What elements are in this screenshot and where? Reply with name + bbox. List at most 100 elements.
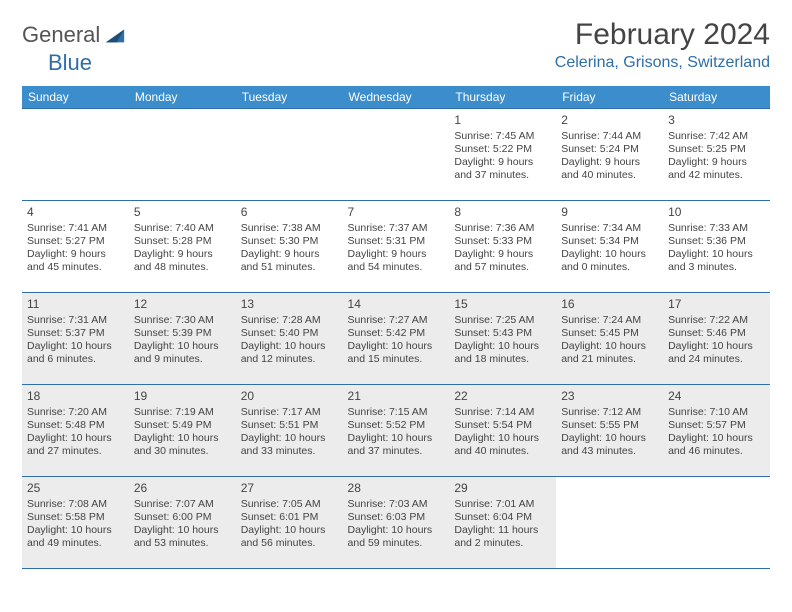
daylight-text: and 12 minutes. <box>241 353 338 366</box>
calendar-day-cell: 16Sunrise: 7:24 AMSunset: 5:45 PMDayligh… <box>556 293 663 385</box>
day-number: 13 <box>241 297 338 312</box>
sunrise-text: Sunrise: 7:01 AM <box>454 498 551 511</box>
daylight-text: Daylight: 9 hours <box>27 248 124 261</box>
calendar-day-cell: 21Sunrise: 7:15 AMSunset: 5:52 PMDayligh… <box>343 385 450 477</box>
calendar-day-cell <box>22 109 129 201</box>
calendar-day-cell: 24Sunrise: 7:10 AMSunset: 5:57 PMDayligh… <box>663 385 770 477</box>
daylight-text: Daylight: 10 hours <box>668 248 765 261</box>
calendar-day-cell: 7Sunrise: 7:37 AMSunset: 5:31 PMDaylight… <box>343 201 450 293</box>
sunrise-text: Sunrise: 7:24 AM <box>561 314 658 327</box>
day-number: 10 <box>668 205 765 220</box>
brand-name-1: General <box>22 22 100 48</box>
day-number: 14 <box>348 297 445 312</box>
sunrise-text: Sunrise: 7:42 AM <box>668 130 765 143</box>
day-number: 1 <box>454 113 551 128</box>
sunrise-text: Sunrise: 7:40 AM <box>134 222 231 235</box>
calendar-day-cell: 5 Sunrise: 7:40 AMSunset: 5:28 PMDaylight… <box>129 201 236 293</box>
calendar-day-cell: 6Sunrise: 7:38 AMSunset: 5:30 PMDaylight… <box>236 201 343 293</box>
calendar-day-cell: 28Sunrise: 7:03 AMSunset: 6:03 PMDayligh… <box>343 477 450 569</box>
day-number: 12 <box>134 297 231 312</box>
daylight-text: Daylight: 9 hours <box>454 248 551 261</box>
day-number: 21 <box>348 389 445 404</box>
day-number: 19 <box>134 389 231 404</box>
sunrise-text: Sunrise: 7:19 AM <box>134 406 231 419</box>
daylight-text: Daylight: 9 hours <box>134 248 231 261</box>
sunrise-text: Sunrise: 7:07 AM <box>134 498 231 511</box>
sunrise-text: Sunrise: 7:22 AM <box>668 314 765 327</box>
day-number: 23 <box>561 389 658 404</box>
sunrise-text: Sunrise: 7:33 AM <box>668 222 765 235</box>
sunrise-text: Sunrise: 7:12 AM <box>561 406 658 419</box>
calendar-day-cell: 11Sunrise: 7:31 AMSunset: 5:37 PMDayligh… <box>22 293 129 385</box>
sunset-text: Sunset: 5:57 PM <box>668 419 765 432</box>
day-number: 24 <box>668 389 765 404</box>
daylight-text: and 40 minutes. <box>561 169 658 182</box>
sunset-text: Sunset: 5:46 PM <box>668 327 765 340</box>
calendar-day-cell: 1Sunrise: 7:45 AMSunset: 5:22 PMDaylight… <box>449 109 556 201</box>
location-subtitle: Celerina, Grisons, Switzerland <box>555 54 770 72</box>
daylight-text: Daylight: 10 hours <box>241 524 338 537</box>
sunset-text: Sunset: 6:04 PM <box>454 511 551 524</box>
calendar-day-cell: 18Sunrise: 7:20 AMSunset: 5:48 PMDayligh… <box>22 385 129 477</box>
calendar-day-cell <box>129 109 236 201</box>
daylight-text: and 21 minutes. <box>561 353 658 366</box>
calendar-day-cell: 3Sunrise: 7:42 AMSunset: 5:25 PMDaylight… <box>663 109 770 201</box>
daylight-text: and 27 minutes. <box>27 445 124 458</box>
calendar-day-cell: 29Sunrise: 7:01 AMSunset: 6:04 PMDayligh… <box>449 477 556 569</box>
sunset-text: Sunset: 5:28 PM <box>134 235 231 248</box>
calendar-day-cell: 25Sunrise: 7:08 AMSunset: 5:58 PMDayligh… <box>22 477 129 569</box>
day-number: 17 <box>668 297 765 312</box>
sunset-text: Sunset: 5:27 PM <box>27 235 124 248</box>
month-title: February 2024 <box>555 18 770 52</box>
weekday-header: Monday <box>129 86 236 109</box>
sunset-text: Sunset: 6:03 PM <box>348 511 445 524</box>
daylight-text: and 2 minutes. <box>454 537 551 550</box>
sunrise-text: Sunrise: 7:03 AM <box>348 498 445 511</box>
weekday-header: Tuesday <box>236 86 343 109</box>
weekday-header: Thursday <box>449 86 556 109</box>
day-number: 5 <box>134 205 231 220</box>
daylight-text: Daylight: 10 hours <box>561 248 658 261</box>
daylight-text: and 6 minutes. <box>27 353 124 366</box>
calendar-day-cell: 26Sunrise: 7:07 AMSunset: 6:00 PMDayligh… <box>129 477 236 569</box>
daylight-text: Daylight: 9 hours <box>241 248 338 261</box>
calendar-day-cell <box>343 109 450 201</box>
sunset-text: Sunset: 5:31 PM <box>348 235 445 248</box>
calendar-week-row: 1Sunrise: 7:45 AMSunset: 5:22 PMDaylight… <box>22 109 770 201</box>
sunrise-text: Sunrise: 7:28 AM <box>241 314 338 327</box>
calendar-day-cell: 22Sunrise: 7:14 AMSunset: 5:54 PMDayligh… <box>449 385 556 477</box>
brand-logo: General <box>22 18 126 48</box>
day-number: 28 <box>348 481 445 496</box>
daylight-text: and 57 minutes. <box>454 261 551 274</box>
daylight-text: Daylight: 10 hours <box>241 432 338 445</box>
daylight-text: Daylight: 9 hours <box>454 156 551 169</box>
sunset-text: Sunset: 5:36 PM <box>668 235 765 248</box>
daylight-text: and 18 minutes. <box>454 353 551 366</box>
calendar-week-row: 4Sunrise: 7:41 AMSunset: 5:27 PMDaylight… <box>22 201 770 293</box>
daylight-text: Daylight: 10 hours <box>668 432 765 445</box>
day-number: 9 <box>561 205 658 220</box>
sunset-text: Sunset: 5:25 PM <box>668 143 765 156</box>
sunrise-text: Sunrise: 7:41 AM <box>27 222 124 235</box>
daylight-text: Daylight: 9 hours <box>348 248 445 261</box>
daylight-text: Daylight: 10 hours <box>134 432 231 445</box>
sunset-text: Sunset: 5:24 PM <box>561 143 658 156</box>
day-number: 3 <box>668 113 765 128</box>
daylight-text: and 42 minutes. <box>668 169 765 182</box>
daylight-text: Daylight: 10 hours <box>241 340 338 353</box>
daylight-text: Daylight: 10 hours <box>454 340 551 353</box>
calendar-day-cell: 9Sunrise: 7:34 AMSunset: 5:34 PMDaylight… <box>556 201 663 293</box>
daylight-text: and 53 minutes. <box>134 537 231 550</box>
daylight-text: and 37 minutes. <box>454 169 551 182</box>
sunset-text: Sunset: 5:49 PM <box>134 419 231 432</box>
sunrise-text: Sunrise: 7:36 AM <box>454 222 551 235</box>
day-number: 27 <box>241 481 338 496</box>
weekday-header: Sunday <box>22 86 129 109</box>
daylight-text: and 56 minutes. <box>241 537 338 550</box>
daylight-text: Daylight: 10 hours <box>348 340 445 353</box>
sunrise-text: Sunrise: 7:44 AM <box>561 130 658 143</box>
day-number: 8 <box>454 205 551 220</box>
sunrise-text: Sunrise: 7:31 AM <box>27 314 124 327</box>
calendar-day-cell <box>236 109 343 201</box>
daylight-text: and 40 minutes. <box>454 445 551 458</box>
